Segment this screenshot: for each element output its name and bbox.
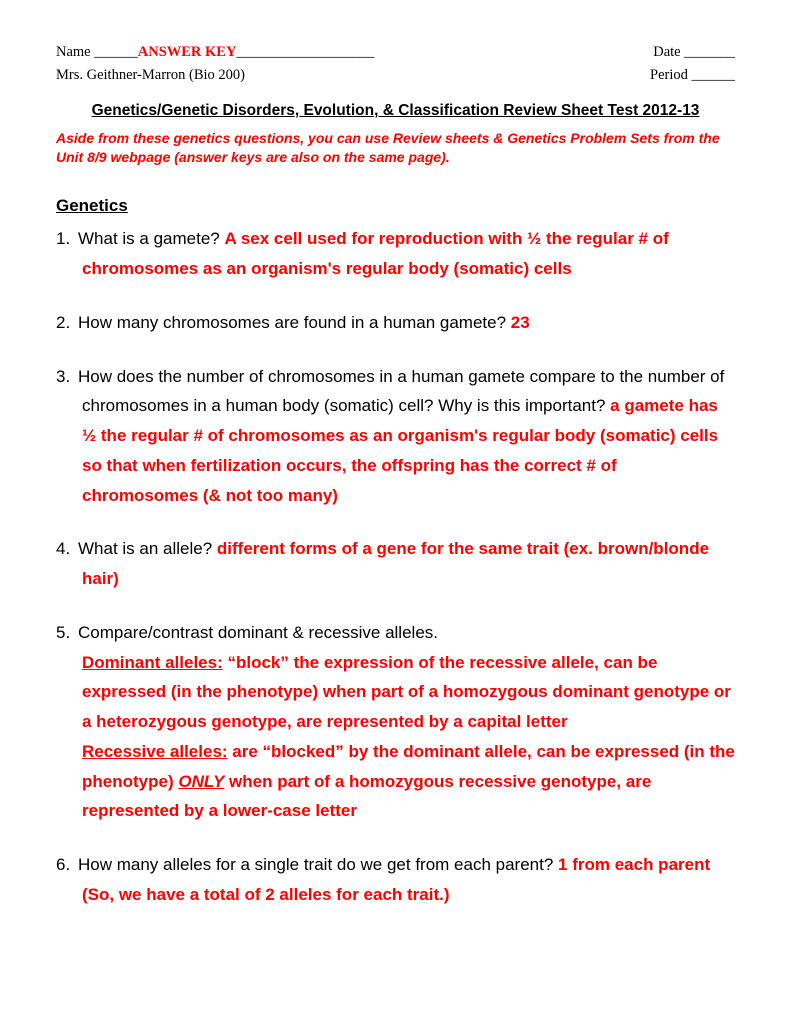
answer-text: 23 [511,313,530,332]
question-number: 6. [56,850,78,880]
answer-key-text: ANSWER KEY [138,44,237,60]
instruction-note: Aside from these genetics questions, you… [56,129,735,168]
name-trail: ___________________ [236,44,374,60]
question-number: 2. [56,308,78,338]
question-text: How many alleles for a single trait do w… [78,855,558,874]
question-3: 3.How does the number of chromosomes in … [56,362,735,511]
question-number: 3. [56,362,78,392]
question-list: 1.What is a gamete? A sex cell used for … [56,224,735,909]
question-number: 1. [56,224,78,254]
period-field: Period ______ [650,65,735,86]
teacher-name: Mrs. Geithner-Marron (Bio 200) [56,65,245,86]
question-4: 4.What is an allele? different forms of … [56,534,735,594]
question-1: 1.What is a gamete? A sex cell used for … [56,224,735,284]
question-2: 2.How many chromosomes are found in a hu… [56,308,735,338]
question-5: 5.Compare/contrast dominant & recessive … [56,618,735,826]
header-row-2: Mrs. Geithner-Marron (Bio 200) Period __… [56,65,735,86]
worksheet-title: Genetics/Genetic Disorders, Evolution, &… [56,100,735,122]
name-label: Name ______ [56,44,138,60]
question-text: How many chromosomes are found in a huma… [78,313,511,332]
section-heading: Genetics [56,194,735,219]
document-page: Name ______ANSWER KEY___________________… [0,0,791,1024]
header-row-1: Name ______ANSWER KEY___________________… [56,42,735,63]
question-number: 5. [56,618,78,648]
name-field: Name ______ANSWER KEY___________________ [56,42,374,63]
question-number: 4. [56,534,78,564]
dominant-label: Dominant alleles: [82,653,223,672]
only-emphasis: ONLY [178,772,224,791]
question-text: What is a gamete? [78,229,224,248]
question-text: Compare/contrast dominant & recessive al… [78,623,438,642]
recessive-label: Recessive alleles: [82,742,228,761]
question-6: 6.How many alleles for a single trait do… [56,850,735,910]
date-field: Date _______ [653,42,735,63]
question-text: What is an allele? [78,539,217,558]
answer-block: Dominant alleles: “block” the expression… [82,653,735,821]
